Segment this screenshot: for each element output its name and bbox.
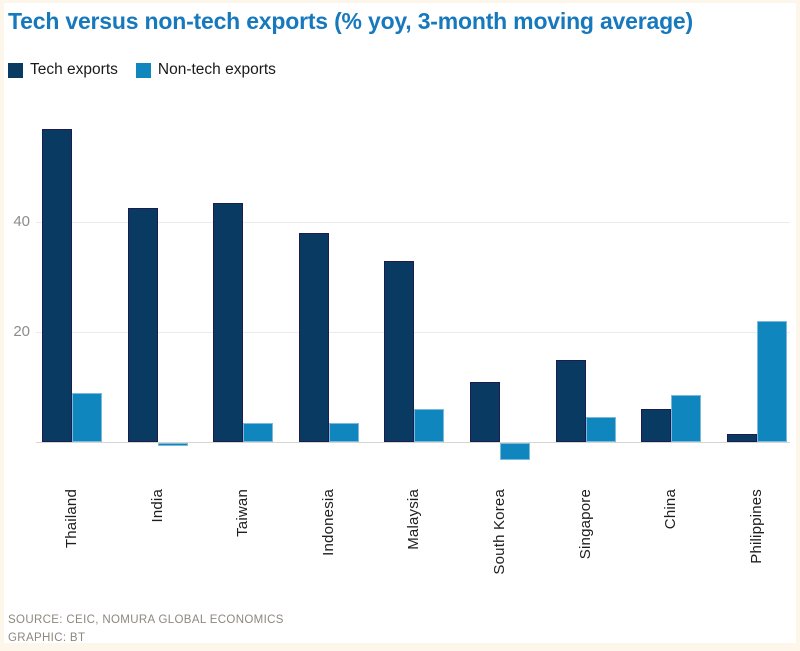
bar-tech-exports-philippines [726, 433, 757, 442]
x-axis-label-china: China [662, 489, 680, 530]
bar-non-tech-exports-malaysia [414, 409, 445, 442]
gridline-40 [36, 222, 790, 223]
legend-item-tech-exports: Tech exports [8, 61, 118, 79]
y-tick-label-40: 40 [13, 213, 30, 230]
bar-non-tech-exports-china [671, 395, 702, 442]
x-axis-label-philippines: Philippines [747, 489, 765, 564]
graphic-credit: GRAPHIC: BT [8, 632, 86, 644]
bar-non-tech-exports-south-korea [500, 443, 530, 460]
bar-tech-exports-thailand [42, 128, 72, 442]
x-axis-label-singapore: Singapore [576, 489, 594, 560]
bar-non-tech-exports-indonesia [328, 422, 359, 442]
legend-label-tech-exports: Tech exports [30, 61, 118, 78]
source-credit: SOURCE: CEIC, NOMURA GLOBAL ECONOMICS [8, 614, 284, 626]
bar-non-tech-exports-philippines [756, 321, 787, 442]
x-axis-label-malaysia: Malaysia [405, 489, 423, 550]
legend-swatch-tech-exports [8, 62, 23, 78]
chart-title: Tech versus non-tech exports (% yoy, 3-m… [8, 8, 693, 34]
bar-non-tech-exports-singapore [585, 417, 616, 442]
bar-tech-exports-indonesia [298, 233, 329, 442]
bar-tech-exports-china [641, 409, 672, 442]
x-axis-baseline [36, 442, 790, 443]
bar-tech-exports-taiwan [213, 202, 244, 442]
y-tick-label-20: 20 [13, 323, 30, 340]
x-axis-label-indonesia: Indonesia [319, 489, 337, 556]
x-axis-label-taiwan: Taiwan [234, 489, 252, 537]
bar-non-tech-exports-thailand [72, 392, 102, 442]
legend-label-non-tech-exports: Non-tech exports [157, 61, 276, 78]
x-axis-label-india: India [148, 489, 166, 523]
bar-tech-exports-malaysia [384, 260, 415, 442]
bar-tech-exports-south-korea [470, 381, 500, 442]
x-axis-label-south-korea: South Korea [491, 489, 508, 575]
legend-item-non-tech-exports: Non-tech exports [135, 61, 276, 79]
bar-non-tech-exports-taiwan [243, 422, 274, 442]
legend: Tech exports Non-tech exports [8, 61, 276, 79]
legend-swatch-non-tech-exports [135, 62, 151, 78]
x-axis-label-thailand: Thailand [63, 489, 80, 549]
bar-tech-exports-india [127, 208, 158, 442]
bar-tech-exports-singapore [555, 359, 586, 442]
bar-non-tech-exports-india [157, 443, 188, 446]
